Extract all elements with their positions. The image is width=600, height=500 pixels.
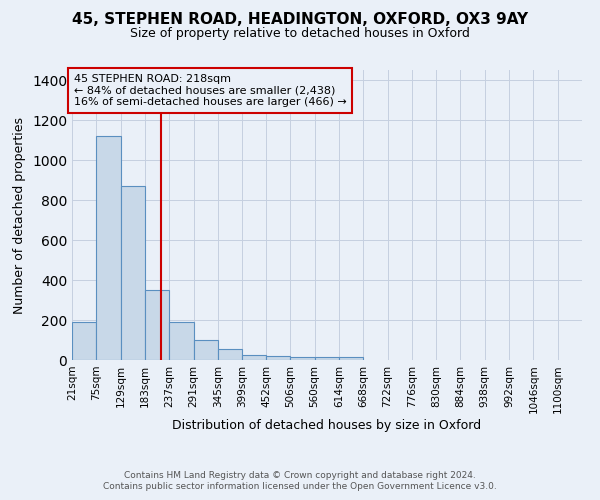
Bar [266, 356, 290, 360]
Bar [242, 355, 266, 360]
Text: 45 STEPHEN ROAD: 218sqm
← 84% of detached houses are smaller (2,438)
16% of semi: 45 STEPHEN ROAD: 218sqm ← 84% of detache… [74, 74, 347, 107]
Bar [72, 322, 97, 360]
Text: Contains HM Land Registry data © Crown copyright and database right 2024.: Contains HM Land Registry data © Crown c… [124, 471, 476, 480]
Bar [290, 357, 314, 360]
Bar [314, 357, 339, 360]
Bar [145, 290, 169, 360]
Text: Size of property relative to detached houses in Oxford: Size of property relative to detached ho… [130, 28, 470, 40]
X-axis label: Distribution of detached houses by size in Oxford: Distribution of detached houses by size … [172, 419, 482, 432]
Y-axis label: Number of detached properties: Number of detached properties [13, 116, 26, 314]
Bar [194, 340, 218, 360]
Bar [97, 136, 121, 360]
Bar [218, 349, 242, 360]
Bar [121, 186, 145, 360]
Bar [339, 357, 363, 360]
Text: 45, STEPHEN ROAD, HEADINGTON, OXFORD, OX3 9AY: 45, STEPHEN ROAD, HEADINGTON, OXFORD, OX… [72, 12, 528, 28]
Bar [169, 322, 194, 360]
Text: Contains public sector information licensed under the Open Government Licence v3: Contains public sector information licen… [103, 482, 497, 491]
